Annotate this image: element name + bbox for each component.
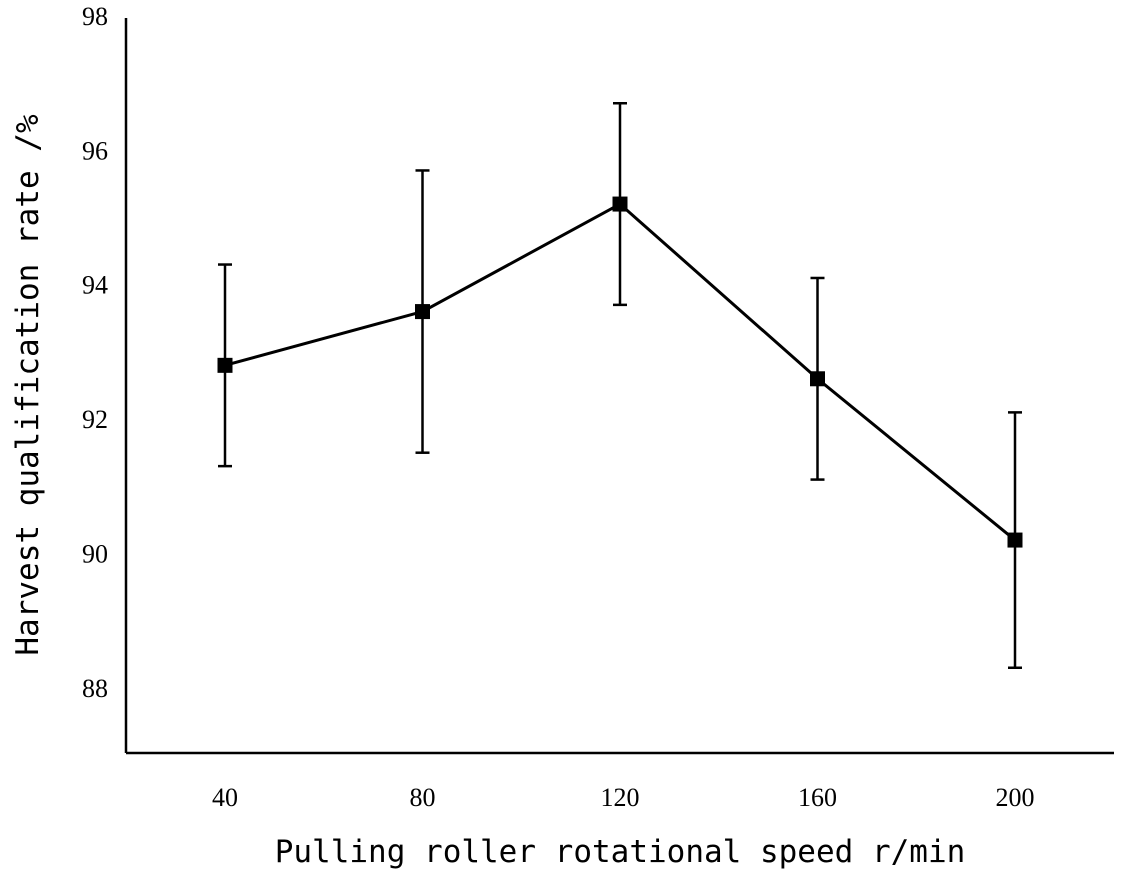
x-tick-label: 200: [996, 783, 1035, 812]
y-tick-label: 88: [82, 674, 108, 703]
y-tick-label: 90: [82, 540, 108, 569]
data-point: [217, 357, 233, 373]
data-point: [1007, 532, 1023, 548]
x-tick-label: 160: [798, 783, 837, 812]
y-tick-label: 96: [82, 136, 108, 165]
axes: [124, 18, 1114, 755]
y-tick-label: 98: [82, 2, 108, 31]
series-layer: [217, 102, 1023, 669]
data-point: [612, 196, 628, 212]
x-tick-labels: 40 80 120 160 200: [212, 783, 1035, 812]
data-point: [810, 371, 825, 387]
y-tick-label: 92: [82, 405, 108, 434]
x-tick-label: 120: [601, 783, 640, 812]
y-tick-label: 94: [82, 271, 108, 300]
data-point: [415, 304, 430, 320]
x-tick-label: 80: [410, 783, 436, 812]
y-axis-title: Harvest qualification rate /%: [10, 114, 46, 656]
x-axis-title: Pulling roller rotational speed r/min: [275, 834, 966, 870]
y-tick-labels: 88 90 92 94 96 98: [82, 2, 108, 703]
x-tick-label: 40: [212, 783, 238, 812]
